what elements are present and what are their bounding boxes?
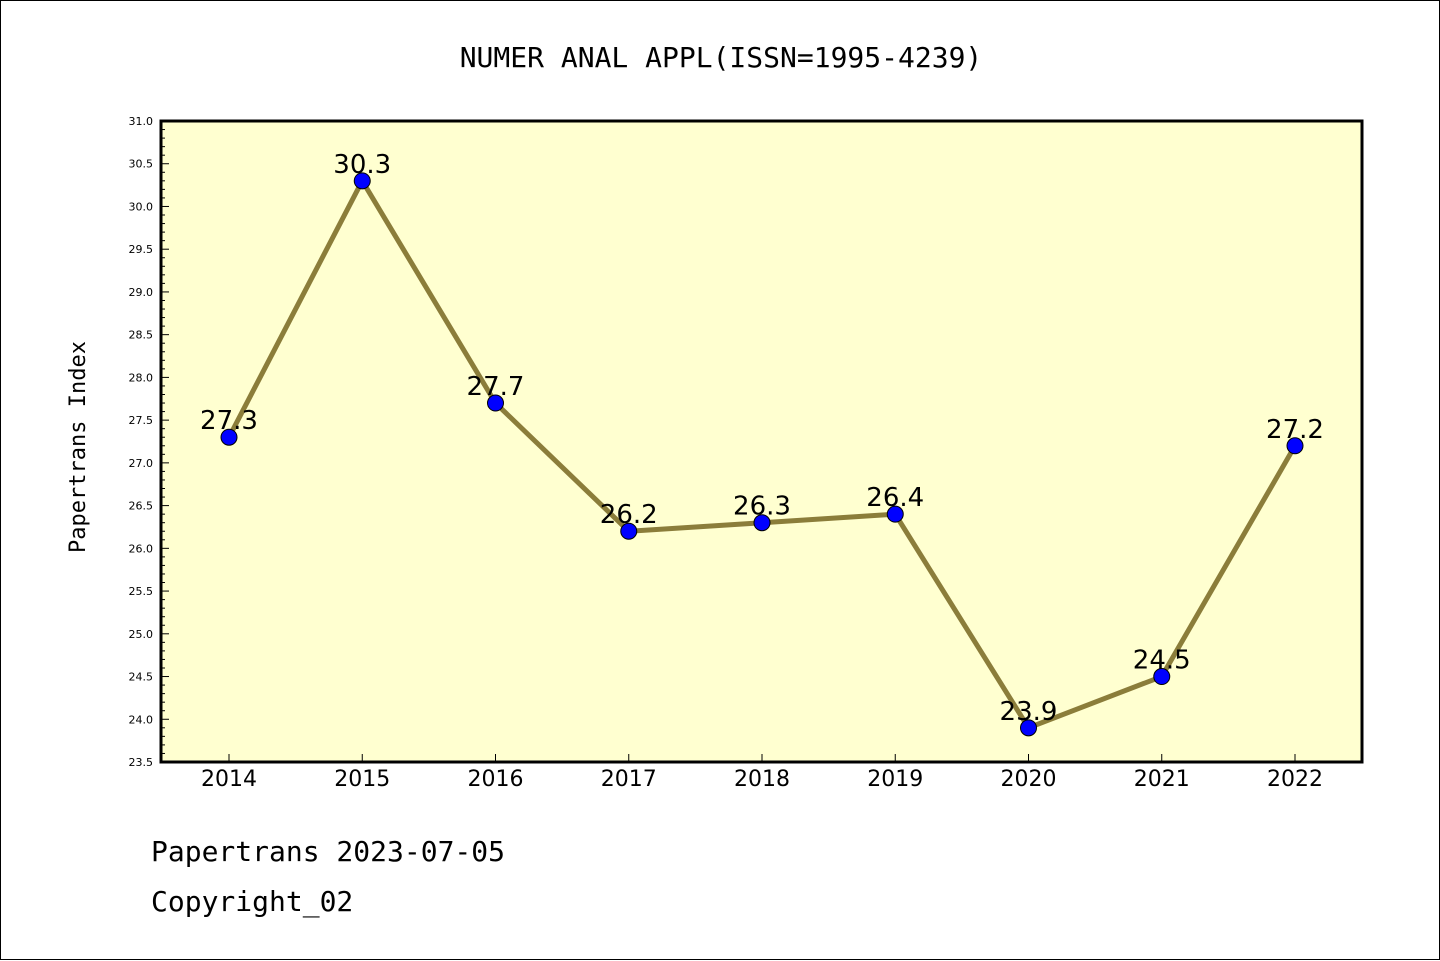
series: 27.3 30.3 27.7 26.2 26.3 26.4 23.9 24.5 27.2 [200,150,1324,737]
data-point [220,428,238,446]
data-label: 26.3 [733,492,791,522]
y-axis-label: Papertrans Index [66,341,91,553]
y-tick-label: 29.0 [129,286,154,299]
y-tick-label: 28.5 [129,329,154,342]
chart-title: NUMER ANAL APPL(ISSN=1995-4239) [460,41,983,74]
data-point [620,522,638,540]
y-tick-label: 25.5 [129,585,154,598]
data-point [886,505,904,523]
y-tick-label: 24.0 [129,713,154,726]
y-tick-label: 31.0 [129,115,154,128]
y-tick-label: 24.5 [129,671,154,684]
data-point [487,394,504,412]
y-tick-label: 29.5 [129,243,154,256]
plot-area [161,121,1362,762]
y-tick-label: 26.0 [129,542,154,555]
x-tick-label: 2019 [867,767,923,792]
y-tick-label: 30.0 [129,200,154,213]
y-tick-label: 30.5 [129,158,154,171]
data-point [1020,719,1037,737]
plot-border [159,119,1364,764]
y-tick-label: 27.0 [129,457,154,470]
x-tick-label: 2016 [468,767,524,792]
y-axis: 23.5 24.0 24.5 25.0 25.5 26.0 26.5 27.0 27.5 28.0… [129,115,169,769]
y-tick-label: 28.0 [129,371,154,384]
data-label: 27.7 [467,372,525,402]
x-tick-label: 2015 [334,767,390,792]
footer-date-text: Papertrans 2023-07-05 [151,835,506,868]
data-label: 26.4 [866,483,924,513]
data-label: 27.3 [200,406,258,436]
y-tick-label: 26.5 [129,500,154,513]
x-tick-label: 2022 [1267,767,1323,792]
data-label: 24.5 [1133,646,1191,676]
y-tick-label: 23.5 [129,756,154,769]
y-tick-label: 25.0 [129,628,154,641]
x-tick-label: 2021 [1134,767,1190,792]
data-label: 30.3 [333,150,391,180]
data-label: 26.2 [600,500,658,530]
data-label: 23.9 [1000,697,1058,727]
x-tick-label: 2017 [601,767,657,792]
data-point [753,514,771,532]
y-tick-label: 27.5 [129,414,154,427]
x-tick-label: 2018 [734,767,790,792]
data-label: 27.2 [1266,415,1324,445]
x-tick-label: 2020 [1001,767,1057,792]
data-point [353,172,371,190]
data-point [1286,437,1304,455]
data-point [1153,668,1171,686]
x-tick-label: 2014 [201,767,257,792]
footer-copyright-text: Copyright_02 [151,885,354,918]
